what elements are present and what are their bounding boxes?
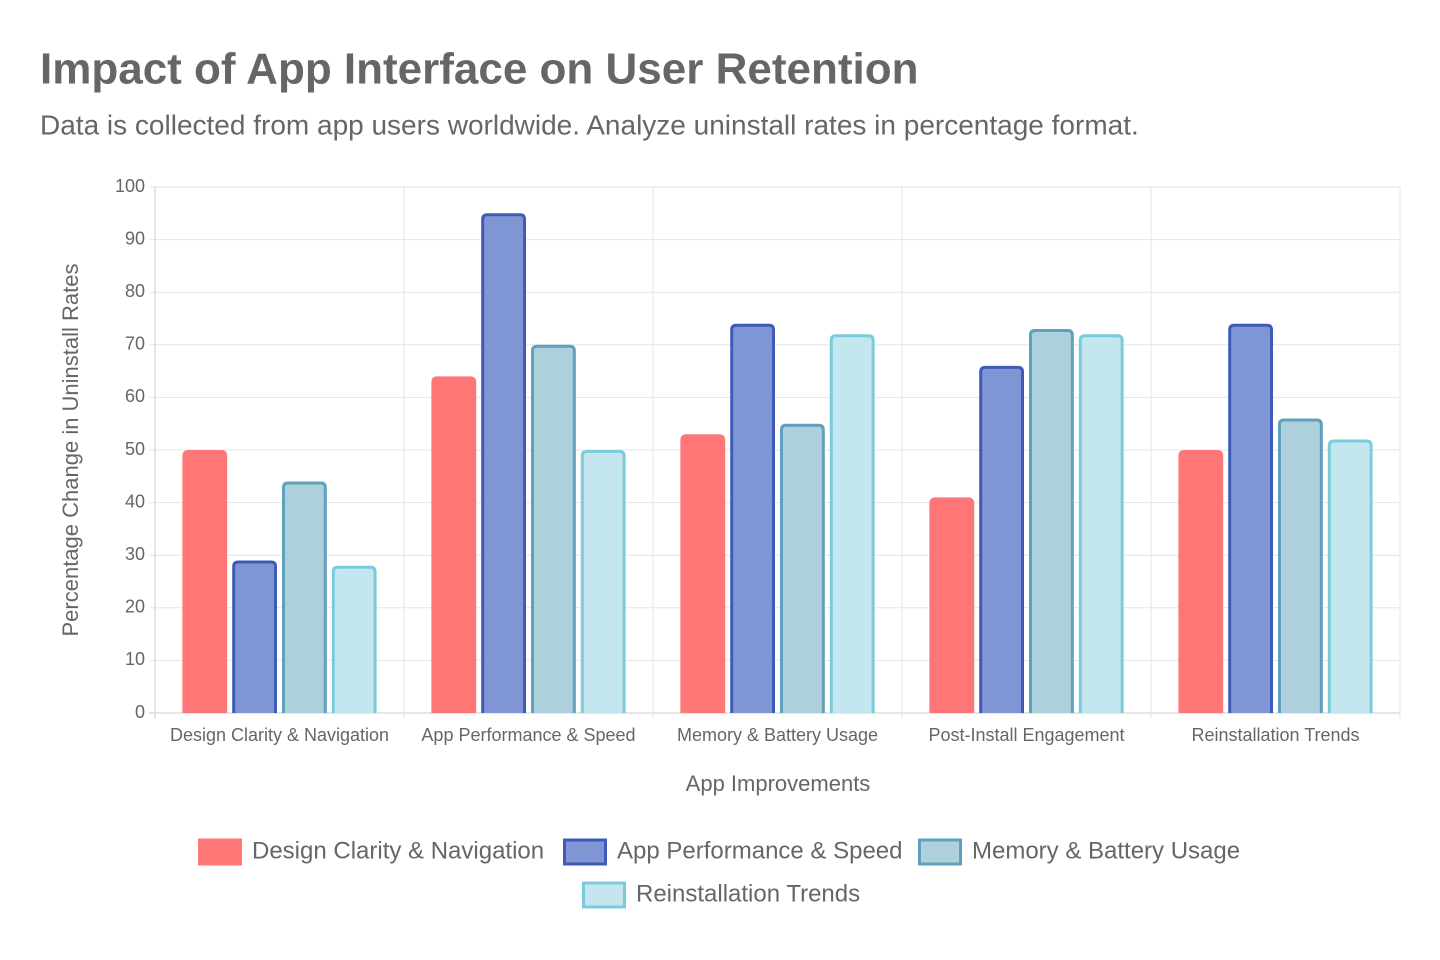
y-tick-label: 90 xyxy=(125,228,145,248)
y-tick-label: 60 xyxy=(125,386,145,406)
bar xyxy=(1277,418,1323,713)
legend-swatch xyxy=(563,838,607,866)
x-tick-label: Reinstallation Trends xyxy=(1191,725,1359,745)
bar xyxy=(481,213,527,713)
bar xyxy=(182,450,228,713)
bar xyxy=(730,323,776,713)
y-tick-label: 50 xyxy=(125,439,145,459)
y-tick-label: 10 xyxy=(125,649,145,669)
chart-title: Impact of App Interface on User Retentio… xyxy=(40,45,918,94)
chart-subtitle: Data is collected from app users worldwi… xyxy=(40,109,1139,140)
bar xyxy=(530,344,576,713)
bar xyxy=(232,560,278,713)
bar xyxy=(1327,439,1373,713)
bar xyxy=(580,450,626,713)
y-axis-label: Percentage Change in Uninstall Rates xyxy=(58,263,83,636)
legend-swatch xyxy=(918,838,962,866)
bar xyxy=(680,434,726,713)
y-tick-label: 80 xyxy=(125,281,145,301)
bar xyxy=(929,497,975,713)
y-tick-label: 100 xyxy=(115,176,145,196)
y-tick-label: 70 xyxy=(125,334,145,354)
y-tick-label: 20 xyxy=(125,597,145,617)
x-tick-label: Post-Install Engagement xyxy=(928,725,1124,745)
legend-swatch xyxy=(198,838,242,866)
bar xyxy=(281,481,327,713)
bar xyxy=(1228,323,1274,713)
y-tick-label: 40 xyxy=(125,491,145,511)
x-tick-label: Memory & Battery Usage xyxy=(677,725,878,745)
legend-label: Memory & Battery Usage xyxy=(972,837,1240,864)
legend-label: App Performance & Speed xyxy=(617,837,903,864)
bar xyxy=(979,365,1025,713)
legend-label: Design Clarity & Navigation xyxy=(252,837,544,864)
y-tick-label: 0 xyxy=(135,702,145,722)
bar xyxy=(1078,334,1124,713)
bar xyxy=(779,423,825,713)
x-tick-label: App Performance & Speed xyxy=(421,725,635,745)
legend-swatch xyxy=(582,881,626,909)
bar xyxy=(1028,329,1074,713)
y-tick-label: 30 xyxy=(125,544,145,564)
bar xyxy=(1178,450,1224,713)
x-tick-label: Design Clarity & Navigation xyxy=(170,725,389,745)
legend-label: Reinstallation Trends xyxy=(636,880,860,907)
bar xyxy=(829,334,875,713)
bar xyxy=(431,376,477,713)
x-axis-label: App Improvements xyxy=(686,771,871,796)
bar xyxy=(331,565,377,713)
